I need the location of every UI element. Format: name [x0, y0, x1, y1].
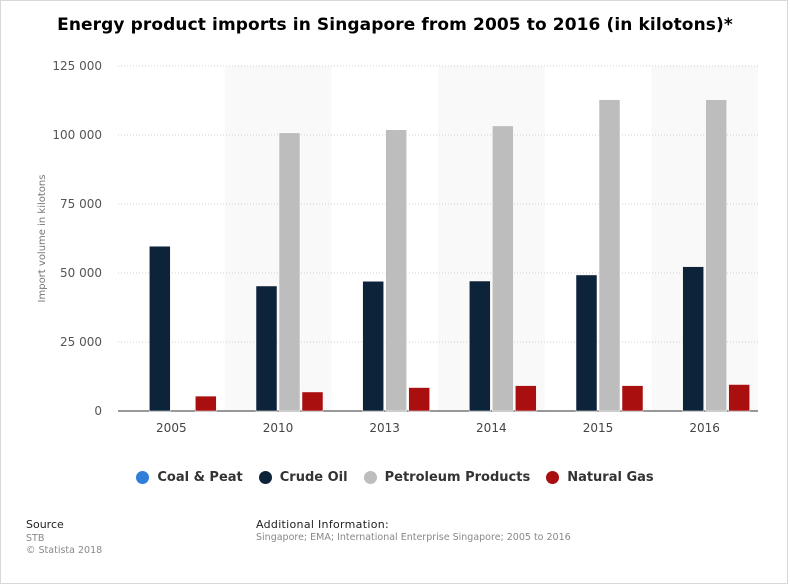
legend-item[interactable]: Petroleum Products	[363, 470, 531, 485]
x-tick-label: 2005	[156, 421, 187, 435]
x-tick-label: 2014	[476, 421, 507, 435]
bar	[575, 274, 598, 412]
legend-label: Natural Gas	[567, 470, 654, 485]
bar	[301, 391, 324, 412]
additional-info-title: Additional Information:	[256, 518, 389, 531]
y-tick-label: 100 000	[52, 128, 102, 142]
bar	[255, 285, 278, 412]
legend-marker	[546, 471, 560, 484]
y-tick-label: 25 000	[60, 335, 102, 349]
plot-band	[438, 66, 545, 411]
bar	[728, 384, 750, 412]
plot-band	[224, 66, 332, 411]
y-axis-label: Import volume in kilotons	[37, 175, 48, 303]
x-tick-label: 2010	[263, 421, 294, 435]
legend-item[interactable]: Coal & Peat	[136, 470, 243, 485]
legend-label: Coal & Peat	[157, 470, 243, 485]
legend-item[interactable]: Crude Oil	[258, 470, 348, 485]
bar	[362, 281, 384, 412]
bar	[682, 266, 704, 412]
source-line: STB	[26, 533, 45, 544]
bar	[195, 395, 217, 412]
bar	[385, 129, 407, 412]
y-tick-label: 125 000	[52, 59, 102, 73]
bar	[408, 387, 430, 412]
x-tick-label: 2016	[689, 421, 720, 435]
bar	[278, 132, 301, 412]
y-tick-label: 50 000	[60, 266, 102, 280]
additional-info-text: Singapore; EMA; International Enterprise…	[256, 532, 571, 543]
legend-item[interactable]: Natural Gas	[546, 470, 654, 485]
legend-marker	[363, 471, 377, 484]
y-tick-label: 75 000	[60, 197, 102, 211]
y-tick-label: 0	[94, 404, 102, 418]
bar	[621, 385, 644, 412]
legend-label: Crude Oil	[279, 470, 348, 485]
x-tick-label: 2015	[583, 421, 614, 435]
legend-marker	[258, 471, 272, 484]
legend-marker	[136, 471, 150, 484]
chart-title: Energy product imports in Singapore from…	[57, 15, 733, 35]
source-title: Source	[26, 518, 64, 531]
source-line: © Statista 2018	[26, 545, 103, 556]
bar	[149, 245, 171, 412]
x-tick-label: 2013	[369, 421, 400, 435]
legend-label: Petroleum Products	[384, 470, 531, 485]
plot-band	[651, 66, 758, 411]
bar	[598, 99, 621, 412]
bar	[492, 125, 514, 412]
bar	[469, 280, 491, 412]
bar	[705, 99, 727, 412]
bar	[515, 385, 537, 412]
chart-legend: Coal & Peat Crude Oil Petroleum Products Na…	[0, 470, 790, 485]
